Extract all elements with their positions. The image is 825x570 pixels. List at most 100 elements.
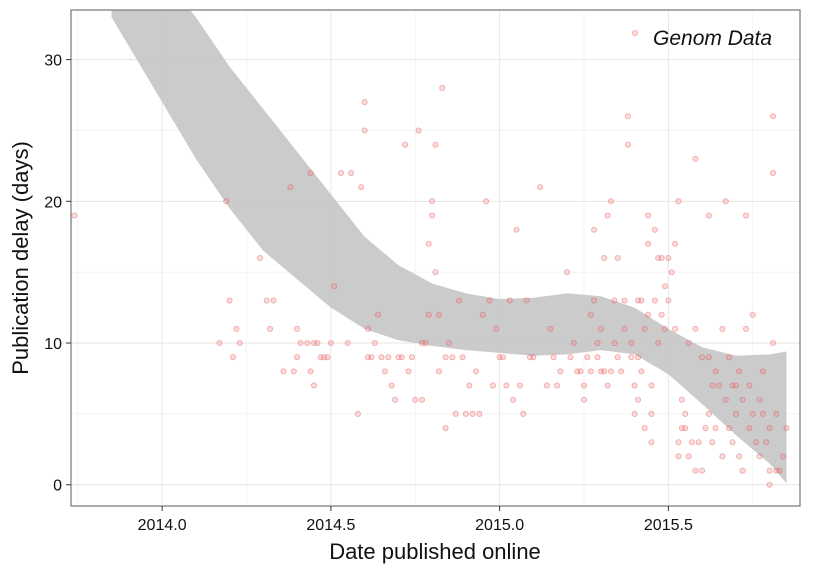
data-point <box>425 311 432 318</box>
data-point <box>520 410 527 417</box>
data-point <box>739 467 746 474</box>
data-point <box>408 354 415 361</box>
data-point <box>709 382 716 389</box>
data-point <box>577 368 584 375</box>
data-point <box>523 297 530 304</box>
data-point <box>773 467 780 474</box>
data-point <box>503 382 510 389</box>
data-point <box>611 339 618 346</box>
data-point <box>361 127 368 134</box>
data-point <box>722 396 729 403</box>
data-point <box>662 325 669 332</box>
data-point <box>267 325 274 332</box>
data-point <box>726 425 733 432</box>
x-tick-label: 2014.0 <box>138 517 187 534</box>
data-point <box>418 396 425 403</box>
data-point <box>415 127 422 134</box>
data-point <box>594 339 601 346</box>
y-axis-title: Publication delay (days) <box>8 141 33 375</box>
data-point <box>462 410 469 417</box>
data-point <box>429 198 436 205</box>
data-point <box>776 467 783 474</box>
data-point <box>712 425 719 432</box>
data-point <box>743 325 750 332</box>
data-point <box>746 425 753 432</box>
data-point <box>591 297 598 304</box>
data-points <box>71 84 790 488</box>
data-point <box>557 368 564 375</box>
data-point <box>587 368 594 375</box>
data-point <box>628 339 635 346</box>
data-point <box>729 439 736 446</box>
data-point <box>445 339 452 346</box>
data-point <box>624 113 631 120</box>
data-point <box>655 339 662 346</box>
data-point <box>614 354 621 361</box>
data-point <box>570 339 577 346</box>
data-point <box>604 382 611 389</box>
legend-key-point <box>632 29 639 36</box>
data-point <box>638 297 645 304</box>
data-point <box>516 382 523 389</box>
data-point <box>493 325 500 332</box>
data-point <box>689 439 696 446</box>
data-point <box>297 339 304 346</box>
plot-border <box>70 9 801 507</box>
data-point <box>770 113 777 120</box>
data-point <box>746 382 753 389</box>
data-point <box>425 240 432 247</box>
data-point <box>581 382 588 389</box>
data-point <box>375 311 382 318</box>
data-point <box>543 382 550 389</box>
data-point <box>692 155 699 162</box>
data-point <box>547 325 554 332</box>
data-point <box>665 254 672 261</box>
data-point <box>635 396 642 403</box>
data-point <box>435 311 442 318</box>
data-point <box>290 368 297 375</box>
data-point <box>645 311 652 318</box>
data-point <box>371 339 378 346</box>
data-point <box>354 410 361 417</box>
data-point <box>712 368 719 375</box>
data-point <box>442 354 449 361</box>
x-axis: 2014.0 2014.5 2015.0 2015.5 <box>138 506 693 534</box>
data-point <box>432 269 439 276</box>
data-point <box>358 184 365 191</box>
y-tick-label: 10 <box>44 336 62 353</box>
data-point <box>756 453 763 460</box>
data-point <box>337 169 344 176</box>
data-point <box>722 198 729 205</box>
data-point <box>429 212 436 219</box>
data-point <box>324 354 331 361</box>
data-point <box>675 198 682 205</box>
data-point <box>364 354 371 361</box>
data-point <box>442 425 449 432</box>
data-point <box>280 368 287 375</box>
data-point <box>476 410 483 417</box>
data-point <box>314 339 321 346</box>
data-point <box>685 339 692 346</box>
data-point <box>287 184 294 191</box>
data-point <box>418 339 425 346</box>
x-tick-label: 2014.5 <box>306 517 355 534</box>
data-point <box>682 425 689 432</box>
data-point <box>749 311 756 318</box>
data-point <box>395 354 402 361</box>
data-point <box>226 297 233 304</box>
data-point <box>567 354 574 361</box>
data-point <box>489 382 496 389</box>
data-point <box>530 354 537 361</box>
data-point <box>317 354 324 361</box>
data-point <box>368 354 375 361</box>
y-tick-label: 20 <box>44 194 62 211</box>
data-point <box>766 425 773 432</box>
data-point <box>732 410 739 417</box>
data-point <box>695 439 702 446</box>
data-point <box>422 339 429 346</box>
data-point <box>668 269 675 276</box>
data-point <box>719 453 726 460</box>
data-point <box>310 339 317 346</box>
data-point <box>749 410 756 417</box>
data-point <box>766 481 773 488</box>
